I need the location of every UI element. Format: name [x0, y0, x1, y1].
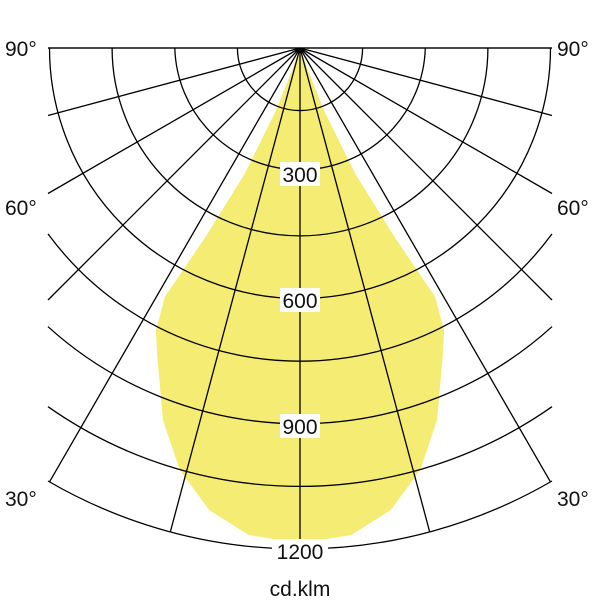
angle-grid-line--60 [47, 47, 301, 195]
angle-label-right-60: 60° [557, 197, 589, 220]
radial-tick-label: 600 [282, 290, 317, 313]
angle-label-left-90: 90° [5, 38, 37, 61]
angle-grid-line-60 [299, 47, 553, 195]
radial-tick-label: 300 [282, 164, 317, 187]
angle-grid-line-30 [299, 47, 552, 483]
angle-label-left-30: 30° [5, 488, 37, 511]
angle-grid-line-45 [299, 47, 553, 301]
unit-label: cd.klm [270, 578, 331, 600]
angle-grid-line--15 [169, 47, 301, 533]
angle-label-right-30: 30° [557, 488, 589, 511]
radial-tick-600: 600 [280, 288, 320, 313]
labels: 300 600 900 1200 cd.klm 90° 60° 30° 90° … [5, 38, 589, 600]
radial-tick-900: 900 [280, 414, 320, 439]
angle-grid-line--75 [47, 47, 301, 117]
angle-grid-line-75 [299, 47, 553, 117]
radial-tick-label: 900 [282, 416, 317, 439]
angle-label-right-90: 90° [557, 38, 589, 61]
radial-tick-label: 1200 [277, 541, 324, 564]
angle-label-left-60: 60° [5, 197, 37, 220]
angle-grid-line-15 [299, 47, 431, 533]
angle-grid-line--45 [47, 47, 301, 301]
radial-tick-1200: 1200 [272, 539, 328, 564]
radial-tick-300: 300 [280, 162, 320, 187]
angle-grid-line--30 [48, 47, 301, 483]
